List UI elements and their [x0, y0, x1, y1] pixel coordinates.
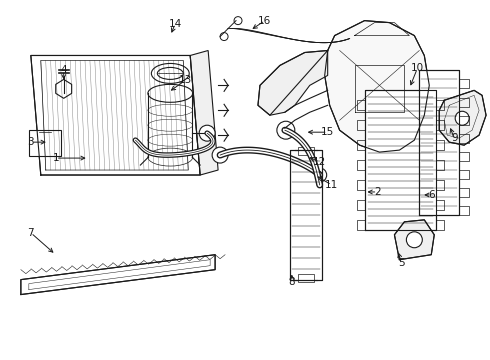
Circle shape [406, 232, 422, 248]
Text: 6: 6 [428, 190, 435, 200]
Ellipse shape [157, 67, 183, 80]
Ellipse shape [148, 148, 193, 166]
Circle shape [199, 125, 215, 141]
Text: 9: 9 [451, 133, 458, 143]
Text: 12: 12 [313, 157, 326, 167]
Text: 11: 11 [325, 180, 338, 190]
Polygon shape [365, 90, 436, 230]
Polygon shape [31, 55, 200, 175]
Text: 3: 3 [27, 137, 34, 147]
Bar [347, 35, 362, 42]
Bar [298, 274, 314, 282]
Ellipse shape [148, 84, 193, 102]
Polygon shape [21, 255, 215, 294]
Circle shape [220, 32, 228, 41]
Text: 2: 2 [374, 187, 381, 197]
Polygon shape [439, 90, 486, 145]
Text: 8: 8 [289, 276, 295, 287]
Circle shape [455, 111, 469, 125]
Polygon shape [325, 21, 429, 152]
Polygon shape [290, 150, 322, 280]
Text: 14: 14 [169, 19, 182, 28]
Circle shape [234, 17, 242, 24]
Text: 5: 5 [398, 258, 405, 268]
Text: 15: 15 [321, 127, 334, 137]
Circle shape [313, 168, 327, 182]
Text: 4: 4 [60, 66, 67, 76]
Bar [298, 147, 314, 155]
Text: 16: 16 [258, 15, 271, 26]
Text: 13: 13 [179, 75, 192, 85]
Polygon shape [56, 80, 72, 98]
Polygon shape [190, 50, 218, 175]
Circle shape [212, 147, 228, 163]
FancyBboxPatch shape [29, 130, 61, 156]
Text: 7: 7 [27, 228, 34, 238]
Ellipse shape [151, 63, 189, 84]
Polygon shape [258, 50, 328, 115]
Circle shape [277, 121, 295, 139]
Text: 1: 1 [52, 153, 59, 163]
Polygon shape [394, 220, 434, 260]
Polygon shape [419, 71, 459, 215]
Text: 10: 10 [411, 63, 424, 73]
